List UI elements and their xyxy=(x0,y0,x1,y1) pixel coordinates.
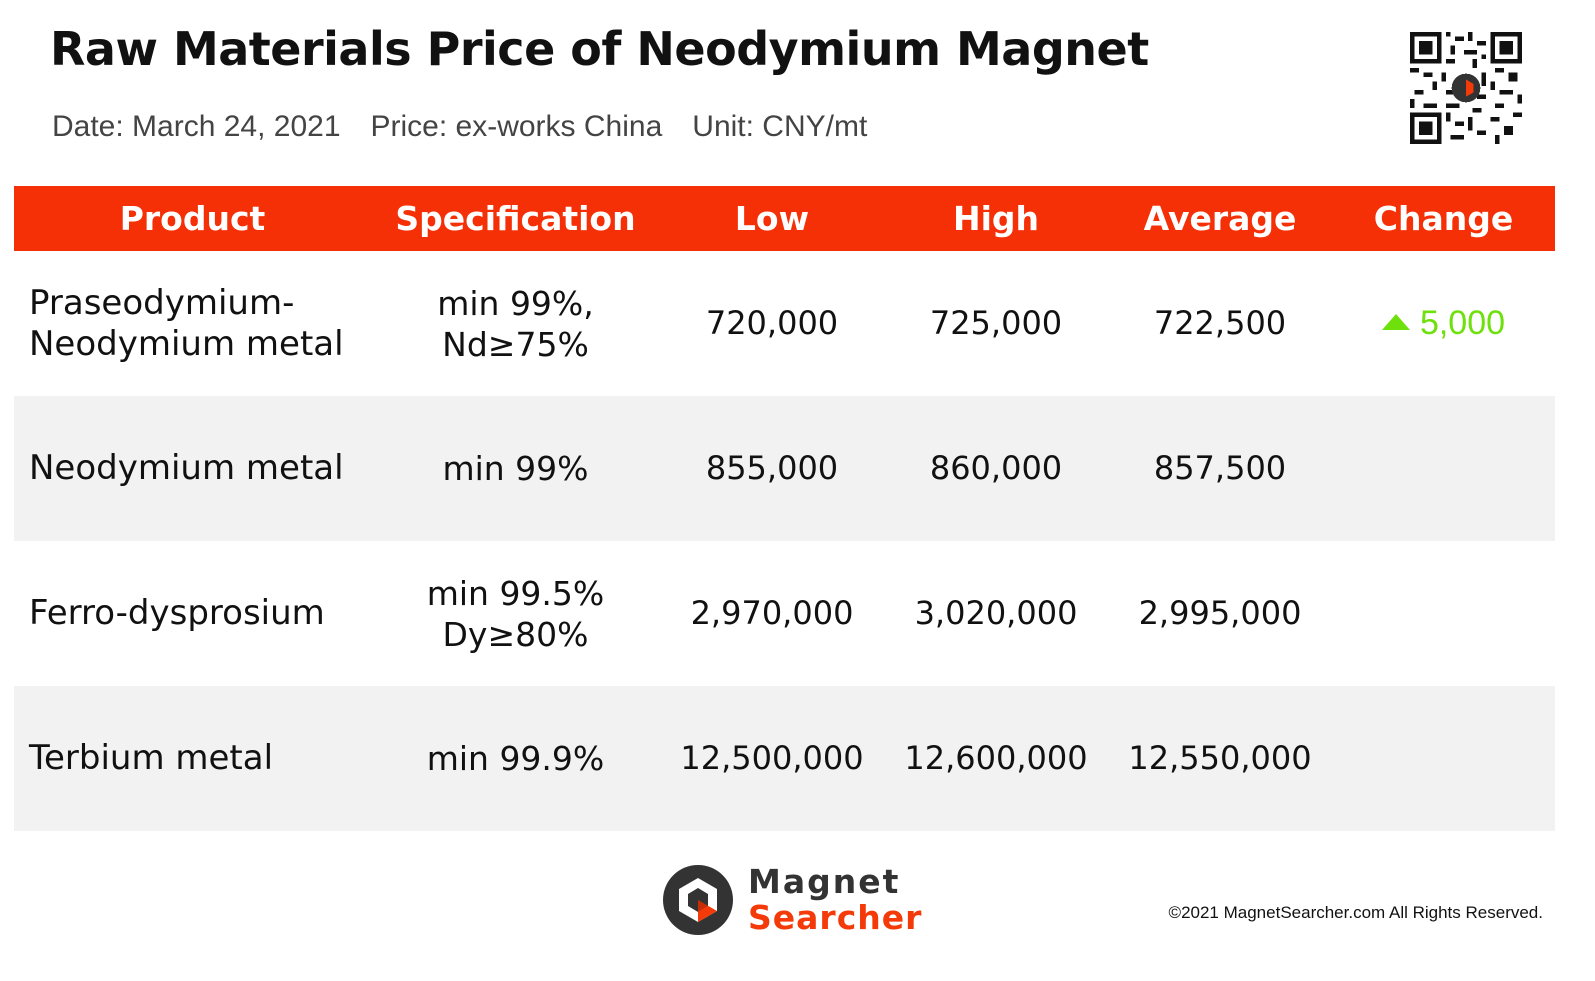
spec-cell: min 99.9% xyxy=(426,739,605,778)
low-cell: 12,500,000 xyxy=(680,739,864,777)
spec-cell: min 99.5% Dy≥80% xyxy=(426,573,605,654)
logo-line-2: Searcher xyxy=(748,898,923,937)
average-cell: 857,500 xyxy=(1153,449,1287,487)
spec-cell: min 99% xyxy=(442,449,589,488)
column-header-low: Low xyxy=(734,199,810,238)
low-cell: 720,000 xyxy=(705,304,839,342)
column-header-average: Average xyxy=(1143,199,1297,238)
table-row: Ferro-dysprosium min 99.5% Dy≥80% 2,970,… xyxy=(14,541,1555,686)
high-cell: 725,000 xyxy=(929,304,1063,342)
price-table: Product Specification Low High Average C… xyxy=(14,186,1555,831)
average-cell: 722,500 xyxy=(1153,304,1287,342)
page-title: Raw Materials Price of Neodymium Magnet xyxy=(50,22,1149,76)
qr-code-icon[interactable] xyxy=(1410,32,1522,144)
average-cell: 2,995,000 xyxy=(1138,594,1302,632)
change-value: 5,000 xyxy=(1419,304,1506,342)
date-label: Date: March 24, 2021 xyxy=(52,110,341,143)
price-label: Price: ex-works China xyxy=(370,110,663,143)
logo-line-1: Magnet xyxy=(748,862,901,901)
brand-logo[interactable]: Magnet Searcher xyxy=(662,864,922,936)
high-cell: 3,020,000 xyxy=(914,594,1078,632)
spec-cell: min 99%, Nd≥75% xyxy=(437,283,594,364)
column-header-high: High xyxy=(952,199,1040,238)
high-cell: 860,000 xyxy=(929,449,1063,487)
column-header-specification: Specification xyxy=(395,199,636,238)
product-cell: Praseodymium- Neodymium metal xyxy=(29,282,344,364)
product-cell: Ferro-dysprosium xyxy=(29,593,325,633)
copyright-notice: ©2021 MagnetSearcher.com All Rights Rese… xyxy=(1168,903,1543,922)
unit-label: Unit: CNY/mt xyxy=(692,110,868,143)
average-cell: 12,550,000 xyxy=(1128,739,1312,777)
change-cell: 5,000 xyxy=(1332,304,1555,343)
high-cell: 12,600,000 xyxy=(904,739,1088,777)
logo-wordmark: Magnet Searcher xyxy=(748,864,922,936)
table-row: Praseodymium- Neodymium metal min 99%, N… xyxy=(14,251,1555,396)
table-row: Neodymium metal min 99% 855,000 860,000 … xyxy=(14,396,1555,541)
product-cell: Terbium metal xyxy=(29,738,274,778)
column-header-product: Product xyxy=(119,199,266,238)
table-row: Terbium metal min 99.9% 12,500,000 12,60… xyxy=(14,686,1555,831)
product-cell: Neodymium metal xyxy=(29,448,344,488)
subtitle: Date: March 24, 2021 Price: ex-works Chi… xyxy=(52,110,867,144)
magnet-searcher-logo-icon xyxy=(663,865,733,935)
low-cell: 855,000 xyxy=(705,449,839,487)
column-header-change: Change xyxy=(1373,199,1514,238)
table-header: Product Specification Low High Average C… xyxy=(14,186,1555,251)
up-triangle-icon xyxy=(1381,313,1410,330)
low-cell: 2,970,000 xyxy=(690,594,854,632)
